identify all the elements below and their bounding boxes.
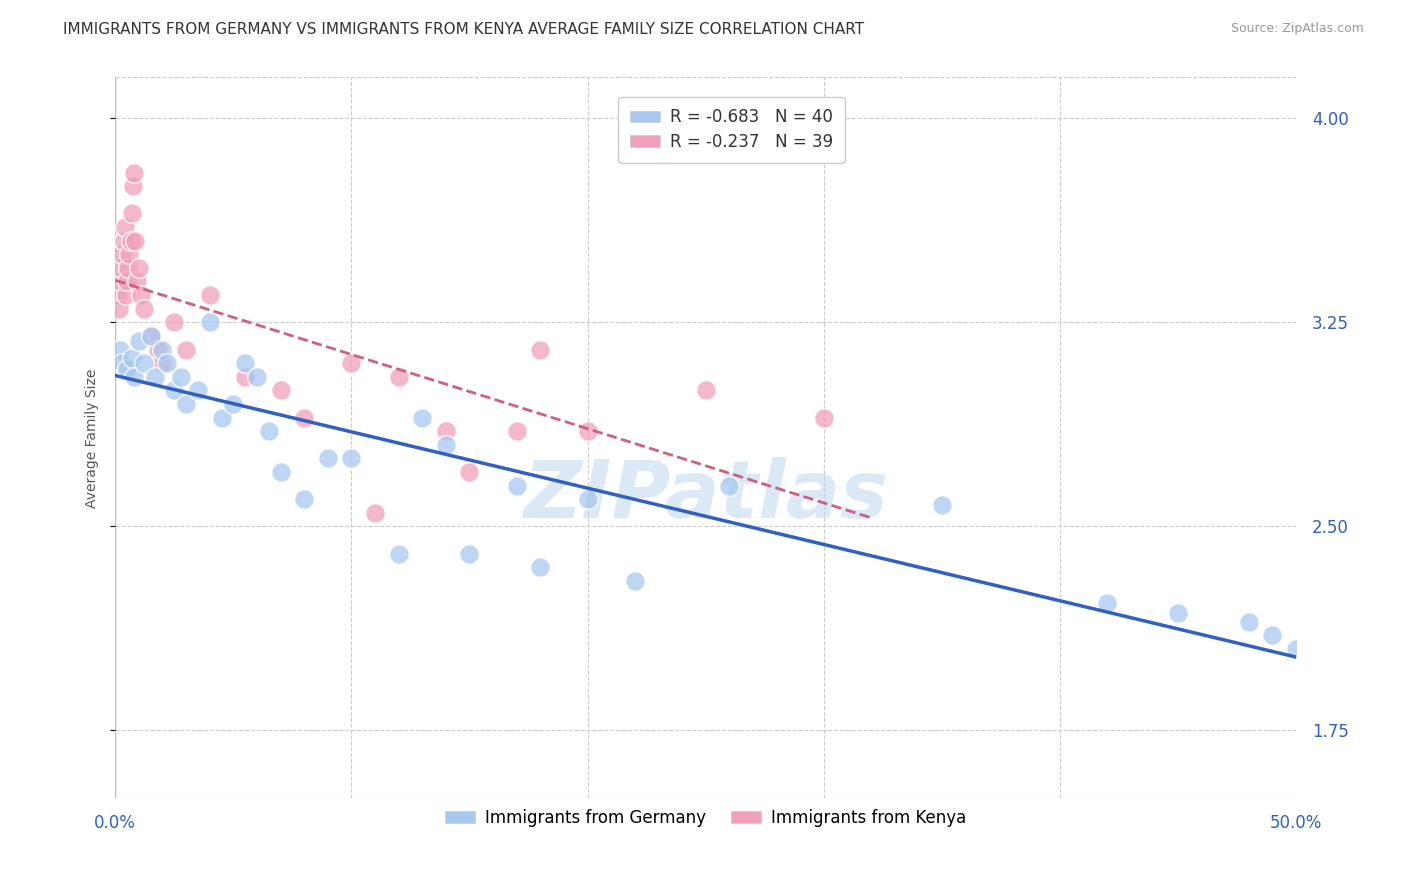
Point [152, 343, 174, 357]
Point [125, 275, 148, 289]
Point [108, 301, 131, 316]
Point [112, 234, 135, 248]
Point [458, 465, 481, 479]
Point [145, 369, 167, 384]
Point [118, 247, 141, 261]
Point [114, 220, 136, 235]
Point [115, 361, 138, 376]
Point [529, 560, 551, 574]
Point [211, 410, 233, 425]
Point [695, 384, 717, 398]
Point [233, 369, 256, 384]
Point [411, 410, 433, 425]
Point [505, 478, 527, 492]
Text: Source: ZipAtlas.com: Source: ZipAtlas.com [1230, 22, 1364, 36]
Point [163, 384, 186, 398]
Point [458, 547, 481, 561]
Point [174, 397, 197, 411]
Point [222, 397, 245, 411]
Point [132, 301, 155, 316]
Y-axis label: Average Family Size: Average Family Size [86, 368, 100, 508]
Point [292, 410, 315, 425]
Point [139, 329, 162, 343]
Point [813, 410, 835, 425]
Text: ZIPatlas: ZIPatlas [523, 457, 889, 534]
Point [108, 275, 131, 289]
Point [129, 288, 152, 302]
Point [292, 492, 315, 507]
Point [1237, 615, 1260, 629]
Point [120, 234, 142, 248]
Point [388, 547, 411, 561]
Point [111, 247, 134, 261]
Point [110, 260, 132, 275]
Point [122, 179, 145, 194]
Point [1167, 607, 1189, 621]
Point [434, 438, 457, 452]
Point [187, 384, 209, 398]
Point [139, 329, 162, 343]
Point [115, 288, 138, 302]
Point [270, 384, 292, 398]
Point [931, 498, 953, 512]
Point [107, 288, 129, 302]
Point [270, 465, 292, 479]
Point [121, 351, 143, 365]
Point [124, 234, 146, 248]
Point [152, 356, 174, 370]
Point [576, 424, 599, 438]
Point [111, 356, 134, 370]
Point [170, 369, 193, 384]
Point [108, 343, 131, 357]
Point [122, 166, 145, 180]
Point [198, 288, 221, 302]
Point [163, 315, 186, 329]
Point [146, 343, 169, 357]
Point [364, 506, 387, 520]
Point [156, 356, 179, 370]
Point [576, 492, 599, 507]
Point [115, 275, 138, 289]
Point [117, 260, 139, 275]
Point [340, 356, 363, 370]
Point [1285, 641, 1308, 656]
Point [174, 343, 197, 357]
Point [122, 369, 145, 384]
Point [623, 574, 645, 588]
Point [257, 424, 280, 438]
Point [1261, 628, 1284, 642]
Point [340, 451, 363, 466]
Point [233, 356, 256, 370]
Text: IMMIGRANTS FROM GERMANY VS IMMIGRANTS FROM KENYA AVERAGE FAMILY SIZE CORRELATION: IMMIGRANTS FROM GERMANY VS IMMIGRANTS FR… [63, 22, 865, 37]
Point [1095, 595, 1118, 609]
Point [246, 369, 269, 384]
Point [128, 260, 150, 275]
Point [132, 356, 155, 370]
Point [529, 343, 551, 357]
Point [128, 334, 150, 349]
Point [198, 315, 221, 329]
Point [316, 451, 339, 466]
Point [718, 478, 741, 492]
Point [505, 424, 527, 438]
Point [121, 206, 143, 220]
Point [434, 424, 457, 438]
Legend: Immigrants from Germany, Immigrants from Kenya: Immigrants from Germany, Immigrants from… [439, 802, 973, 833]
Point [388, 369, 411, 384]
